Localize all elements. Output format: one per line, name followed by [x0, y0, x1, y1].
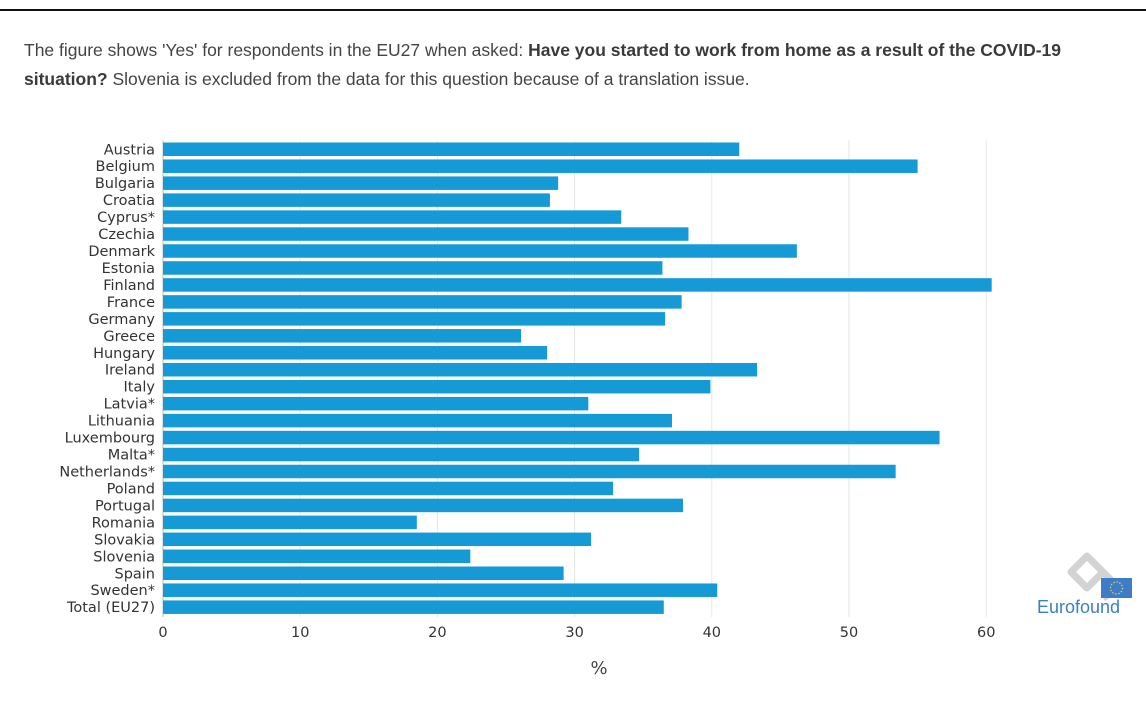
category-label: Slovenia [93, 549, 155, 565]
bar [163, 464, 896, 479]
bar [163, 176, 559, 190]
x-tick-label: 0 [158, 625, 167, 641]
bar [163, 379, 711, 394]
category-label: Latvia* [104, 397, 155, 413]
category-label: Italy [124, 380, 156, 396]
x-tick-label: 50 [840, 625, 858, 641]
x-axis-title: % [590, 658, 607, 679]
bar [163, 362, 758, 377]
category-label: Estonia [102, 261, 155, 277]
category-label: Greece [103, 329, 155, 345]
caption-intro: The figure shows 'Yes' for respondents i… [24, 40, 529, 60]
category-label: Ireland [105, 363, 155, 379]
caption-question: Have you started to work from home as a … [24, 40, 1062, 89]
category-label: Bulgaria [95, 176, 155, 192]
bar [163, 498, 683, 513]
bar [163, 396, 589, 411]
x-tick-label: 60 [977, 625, 995, 641]
category-label: Spain [114, 566, 155, 582]
caption-note: Slovenia is excluded from the data for t… [107, 69, 750, 89]
bar [163, 142, 740, 156]
chart-category-labels: AustriaBelgiumBulgariaCroatiaCyprus*Czec… [59, 142, 155, 616]
chart-tick-labels: 0 10 20 30 40 50 60 [158, 625, 995, 641]
chart-bars [163, 142, 992, 614]
bar [163, 447, 640, 462]
bar [163, 532, 592, 547]
top-rule [0, 9, 1146, 11]
category-label: Czechia [98, 227, 155, 243]
x-tick-label: 30 [565, 625, 583, 641]
bar [163, 159, 918, 173]
bar [163, 515, 417, 530]
category-label: Poland [107, 481, 155, 497]
figure-caption: The figure shows 'Yes' for respondents i… [24, 36, 1124, 94]
category-label: Sweden* [90, 583, 155, 599]
bar [163, 210, 622, 224]
bar [163, 261, 663, 275]
x-tick-label: 10 [291, 625, 309, 641]
eurofound-logo-icon [1067, 552, 1132, 601]
bar [163, 295, 682, 309]
bar [163, 413, 673, 428]
bar [163, 193, 550, 207]
brand-name: Eurofound [1037, 597, 1121, 617]
category-label: Luxembourg [65, 431, 155, 447]
category-label: Portugal [95, 498, 155, 514]
category-label: Hungary [93, 346, 155, 362]
bar [163, 566, 564, 580]
category-label: Malta* [108, 448, 155, 464]
category-label: Lithuania [88, 414, 155, 430]
category-label: Denmark [88, 244, 155, 260]
x-tick-label: 40 [703, 625, 721, 641]
bar [163, 312, 666, 326]
bar [163, 583, 718, 597]
eu-flag-icon [1101, 578, 1132, 598]
bar [163, 278, 992, 292]
category-label: Netherlands* [59, 464, 155, 480]
x-tick-label: 20 [428, 625, 446, 641]
category-label: Cyprus* [97, 210, 155, 226]
category-label: Croatia [103, 193, 155, 209]
category-label: Total (EU27) [66, 600, 155, 616]
bar [163, 600, 664, 614]
bar [163, 227, 689, 241]
bar [163, 549, 471, 564]
category-label: Slovakia [94, 532, 155, 548]
category-label: Austria [104, 142, 155, 158]
category-label: Germany [88, 312, 155, 328]
bar [163, 329, 522, 343]
category-label: France [107, 295, 155, 311]
bar [163, 346, 548, 360]
category-label: Belgium [96, 159, 155, 175]
bar [163, 244, 797, 258]
category-label: Romania [92, 515, 155, 531]
bar [163, 430, 940, 445]
bar [163, 481, 614, 496]
category-label: Finland [103, 278, 155, 294]
